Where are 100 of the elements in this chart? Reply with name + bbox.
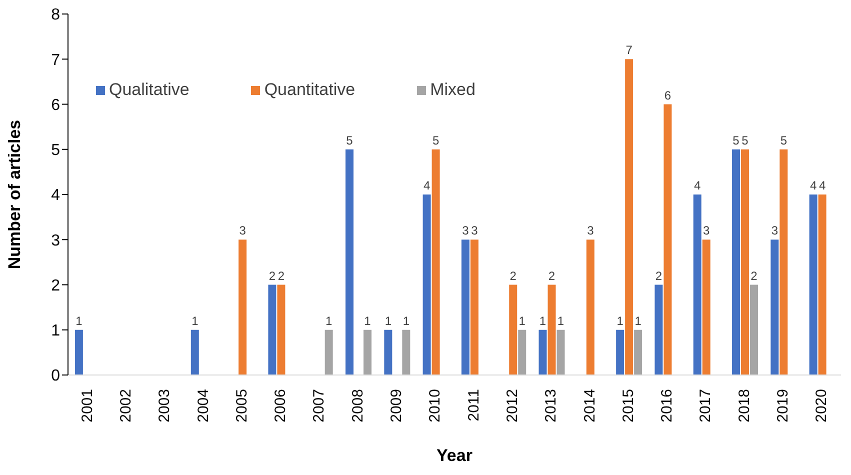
bar (461, 240, 470, 375)
bar (346, 149, 354, 375)
data-label: 3 (771, 224, 778, 238)
x-tick-label: 2001 (78, 389, 96, 422)
bar (324, 330, 333, 375)
x-tick-label: 2017 (697, 389, 714, 422)
bar (625, 59, 634, 375)
data-label: 5 (742, 133, 749, 148)
x-tick-label: 2014 (581, 389, 598, 422)
bar (780, 149, 788, 375)
bar (732, 149, 740, 375)
data-label: 4 (818, 178, 826, 192)
data-label: 6 (664, 88, 672, 102)
data-label: 3 (239, 224, 246, 238)
x-tick-label: 2004 (194, 389, 212, 422)
x-tick-label: 2011 (465, 389, 482, 422)
y-tick-label: 1 (51, 322, 60, 340)
data-label: 2 (510, 268, 517, 283)
bar (750, 284, 758, 375)
bar (402, 330, 410, 375)
x-tick-label: 2007 (310, 389, 328, 422)
bar (616, 330, 624, 375)
data-label: 1 (557, 314, 564, 328)
bar (702, 240, 710, 375)
data-label: 1 (616, 314, 624, 328)
x-tick-label: 2019 (774, 389, 792, 422)
data-label: 1 (634, 314, 642, 328)
data-label: 1 (364, 314, 372, 328)
y-tick-label: 0 (51, 368, 60, 385)
x-tick-label: 2013 (542, 389, 560, 422)
bar (634, 330, 642, 375)
x-tick-label: 2009 (388, 389, 406, 422)
data-label: 1 (76, 314, 83, 328)
data-label: 1 (518, 314, 526, 328)
data-label: 3 (462, 224, 470, 238)
legend-label: Mixed (430, 80, 476, 100)
bar (432, 149, 440, 375)
bar (364, 330, 372, 375)
x-tick-label: 2012 (504, 389, 521, 422)
bar (818, 194, 826, 375)
bar (654, 284, 663, 375)
bar (470, 240, 478, 375)
bar (770, 240, 779, 375)
data-label: 4 (810, 178, 817, 192)
bar (268, 284, 276, 375)
x-tick-label: 2016 (658, 389, 676, 422)
data-label: 2 (655, 268, 662, 283)
y-tick-label: 2 (51, 277, 60, 294)
data-label: 4 (423, 178, 430, 192)
bar (538, 330, 547, 375)
data-label: 1 (384, 314, 392, 328)
y-axis-title: Number of articles (5, 120, 24, 270)
bar (741, 149, 750, 375)
x-tick-label: 2003 (156, 389, 174, 422)
y-tick-label: 3 (51, 232, 60, 250)
x-tick-label: 2020 (813, 389, 830, 422)
x-tick-label: 2002 (117, 389, 134, 422)
y-tick-label: 8 (51, 6, 60, 24)
data-label: 1 (326, 314, 333, 328)
data-label: 1 (192, 314, 199, 328)
data-label: 2 (268, 268, 276, 283)
y-tick-label: 7 (51, 52, 60, 69)
data-label: 4 (694, 178, 702, 192)
bar (556, 330, 565, 375)
data-label: 5 (732, 133, 740, 148)
x-tick-label: 2015 (620, 389, 637, 422)
data-label: 1 (539, 314, 546, 328)
legend-label: Quantitative (264, 80, 356, 100)
data-label: 2 (750, 268, 758, 283)
x-tick-label: 2008 (349, 389, 366, 422)
bar (422, 194, 431, 375)
data-label: 1 (402, 314, 410, 328)
x-tick-label: 2010 (426, 389, 444, 422)
bar (74, 330, 83, 375)
bar (664, 104, 672, 375)
data-label: 2 (278, 268, 285, 283)
bar (509, 284, 518, 375)
data-label: 3 (587, 224, 594, 238)
data-label: 5 (432, 133, 440, 148)
data-label: 5 (346, 133, 354, 148)
x-tick-label: 2005 (233, 389, 250, 422)
bar (277, 284, 286, 375)
data-label: 2 (548, 268, 556, 283)
bar (384, 330, 392, 375)
data-label: 3 (471, 224, 478, 238)
bar (238, 240, 247, 375)
bar (190, 330, 199, 375)
bar (693, 194, 702, 375)
x-tick-label: 2006 (272, 389, 290, 422)
bar (518, 330, 526, 375)
bar (809, 194, 818, 375)
x-tick-label: 2018 (736, 389, 753, 422)
bar (586, 240, 594, 375)
y-tick-label: 6 (51, 96, 60, 114)
legend-label: Qualitative (109, 80, 190, 100)
data-label: 7 (626, 43, 633, 58)
y-tick-label: 5 (51, 142, 60, 160)
y-tick-label: 4 (51, 187, 60, 204)
data-label: 3 (703, 224, 710, 238)
data-label: 5 (780, 133, 788, 148)
